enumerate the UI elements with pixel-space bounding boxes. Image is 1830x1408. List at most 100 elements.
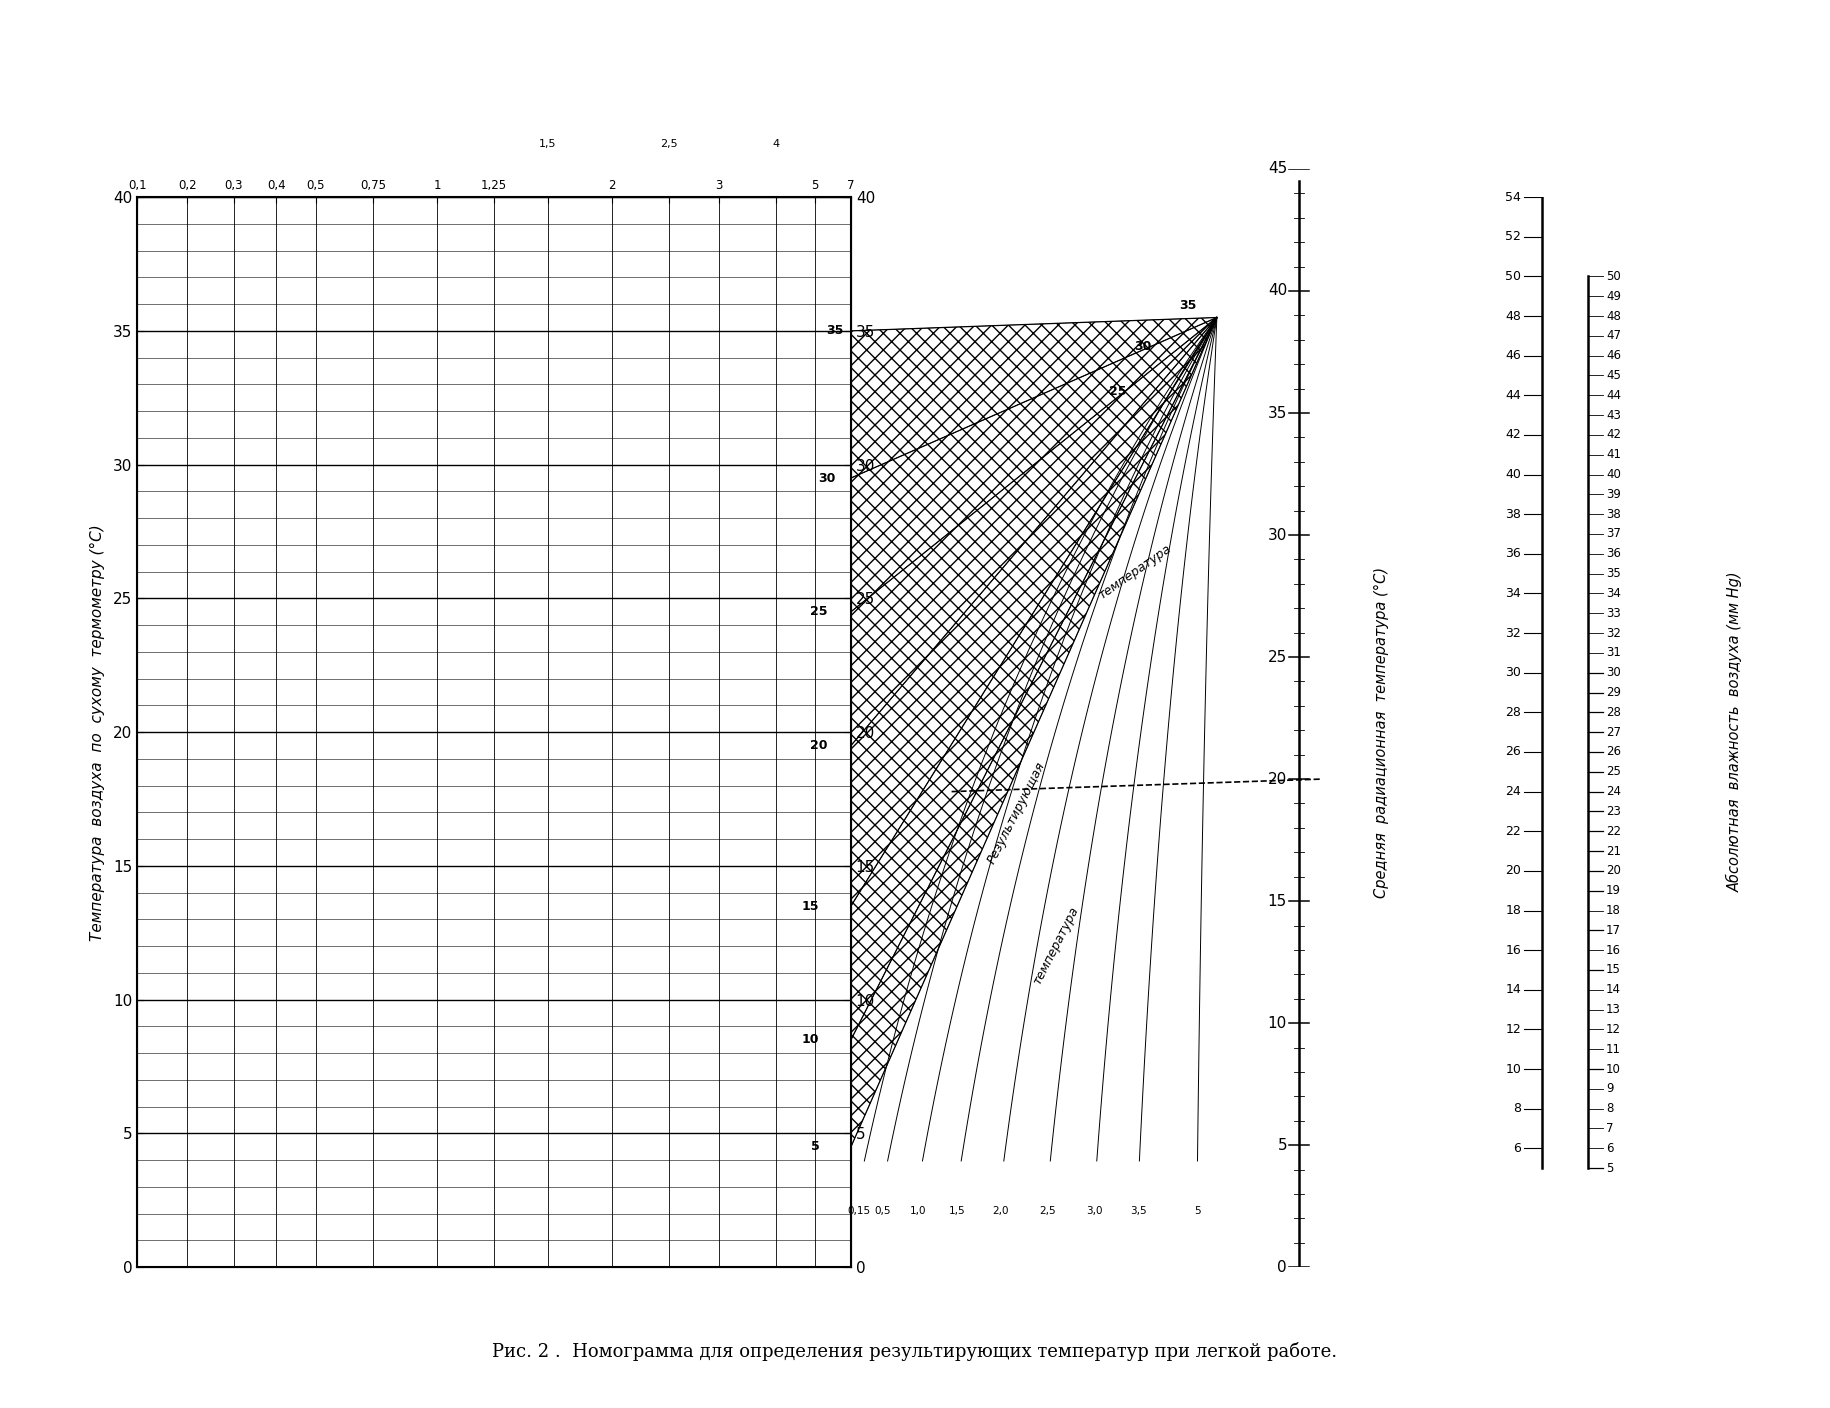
- Text: 48: 48: [1607, 310, 1621, 322]
- Text: 25: 25: [811, 605, 827, 618]
- Text: 3,5: 3,5: [1129, 1205, 1146, 1215]
- Text: 8: 8: [1607, 1102, 1614, 1115]
- Text: 30: 30: [1506, 666, 1521, 679]
- Text: 3,0: 3,0: [1087, 1205, 1103, 1215]
- Text: 28: 28: [1506, 705, 1521, 719]
- Text: 38: 38: [1607, 508, 1621, 521]
- Text: 24: 24: [1506, 786, 1521, 798]
- Text: 44: 44: [1607, 389, 1621, 401]
- Text: 10: 10: [802, 1033, 820, 1046]
- Text: 0,5: 0,5: [875, 1205, 891, 1215]
- Text: 12: 12: [1506, 1022, 1521, 1036]
- Text: 40: 40: [1506, 467, 1521, 482]
- Text: 0: 0: [1277, 1260, 1286, 1274]
- Text: 9: 9: [1607, 1083, 1614, 1095]
- Text: 50: 50: [1504, 270, 1521, 283]
- Text: 27: 27: [1607, 725, 1621, 739]
- Text: 44: 44: [1506, 389, 1521, 401]
- Text: 14: 14: [1506, 983, 1521, 997]
- Text: 34: 34: [1506, 587, 1521, 600]
- Text: 49: 49: [1607, 290, 1621, 303]
- Text: 35: 35: [825, 324, 844, 338]
- Text: 22: 22: [1607, 825, 1621, 838]
- Text: 2,5: 2,5: [661, 139, 677, 149]
- Text: 41: 41: [1607, 448, 1621, 462]
- Text: 1,5: 1,5: [950, 1205, 966, 1215]
- Text: 15: 15: [802, 900, 820, 912]
- Text: 5: 5: [1607, 1162, 1614, 1174]
- Text: 24: 24: [1607, 786, 1621, 798]
- Text: 8: 8: [1513, 1102, 1521, 1115]
- Text: 15: 15: [1607, 963, 1621, 977]
- Text: 54: 54: [1506, 190, 1521, 204]
- Text: 2,5: 2,5: [1039, 1205, 1056, 1215]
- Text: 5: 5: [811, 1140, 820, 1153]
- Text: 46: 46: [1607, 349, 1621, 362]
- Text: 34: 34: [1607, 587, 1621, 600]
- Text: 25: 25: [1109, 384, 1125, 397]
- Text: 45: 45: [1268, 162, 1286, 176]
- Text: 35: 35: [1179, 298, 1197, 311]
- Text: 32: 32: [1607, 627, 1621, 639]
- Text: 33: 33: [1607, 607, 1621, 620]
- Text: 29: 29: [1607, 686, 1621, 698]
- Text: 37: 37: [1607, 528, 1621, 541]
- Text: 42: 42: [1607, 428, 1621, 442]
- Text: 30: 30: [1268, 528, 1286, 542]
- Text: 39: 39: [1607, 487, 1621, 501]
- Text: 35: 35: [1268, 406, 1286, 421]
- Text: Абсолютная  влажность  воздуха (мм Hg): Абсолютная влажность воздуха (мм Hg): [1728, 572, 1742, 893]
- Text: 20: 20: [1607, 865, 1621, 877]
- Text: 25: 25: [1268, 649, 1286, 665]
- Text: Средняя  радиационная  температура (°С): Средняя радиационная температура (°С): [1374, 566, 1389, 898]
- Text: 42: 42: [1506, 428, 1521, 442]
- Text: 43: 43: [1607, 408, 1621, 421]
- Text: 4: 4: [772, 139, 780, 149]
- Text: 2,0: 2,0: [992, 1205, 1008, 1215]
- Text: 12: 12: [1607, 1022, 1621, 1036]
- Text: 10: 10: [1506, 1063, 1521, 1076]
- Text: 5: 5: [1277, 1138, 1286, 1153]
- Text: 13: 13: [1607, 1002, 1621, 1017]
- Text: 17: 17: [1607, 924, 1621, 936]
- Text: температура: температура: [1096, 542, 1173, 601]
- Text: 1,5: 1,5: [538, 139, 556, 149]
- Text: 5: 5: [1193, 1205, 1200, 1215]
- Text: 16: 16: [1506, 943, 1521, 956]
- Text: 7: 7: [1607, 1122, 1614, 1135]
- Text: 18: 18: [1607, 904, 1621, 917]
- Text: 15: 15: [1268, 894, 1286, 908]
- Text: 40: 40: [1268, 283, 1286, 298]
- Text: 30: 30: [1607, 666, 1621, 679]
- Y-axis label: Температура  воздуха  по  сухому  термометру (°С): Температура воздуха по сухому термометру…: [90, 524, 104, 941]
- Text: 22: 22: [1506, 825, 1521, 838]
- Text: 0,15: 0,15: [847, 1205, 871, 1215]
- Text: 28: 28: [1607, 705, 1621, 719]
- Text: 16: 16: [1607, 943, 1621, 956]
- Text: 20: 20: [1506, 865, 1521, 877]
- Text: 36: 36: [1607, 548, 1621, 560]
- Text: 26: 26: [1506, 745, 1521, 759]
- Text: 30: 30: [818, 472, 834, 484]
- Text: 10: 10: [1268, 1015, 1286, 1031]
- Text: 38: 38: [1506, 508, 1521, 521]
- Text: 1,0: 1,0: [910, 1205, 926, 1215]
- Text: Результирующая: Результирующая: [985, 759, 1047, 866]
- Text: 46: 46: [1506, 349, 1521, 362]
- Text: 14: 14: [1607, 983, 1621, 997]
- Text: 19: 19: [1607, 884, 1621, 897]
- Text: 50: 50: [1607, 270, 1621, 283]
- Text: 36: 36: [1506, 548, 1521, 560]
- Text: 30: 30: [1135, 339, 1151, 353]
- Text: 21: 21: [1607, 845, 1621, 857]
- Text: 45: 45: [1607, 369, 1621, 382]
- Text: 35: 35: [1607, 567, 1621, 580]
- Text: 20: 20: [811, 739, 827, 752]
- Text: 47: 47: [1607, 329, 1621, 342]
- Text: 52: 52: [1506, 231, 1521, 244]
- Text: 20: 20: [1268, 772, 1286, 787]
- Text: 18: 18: [1506, 904, 1521, 917]
- Text: 31: 31: [1607, 646, 1621, 659]
- Text: 23: 23: [1607, 805, 1621, 818]
- Text: 32: 32: [1506, 627, 1521, 639]
